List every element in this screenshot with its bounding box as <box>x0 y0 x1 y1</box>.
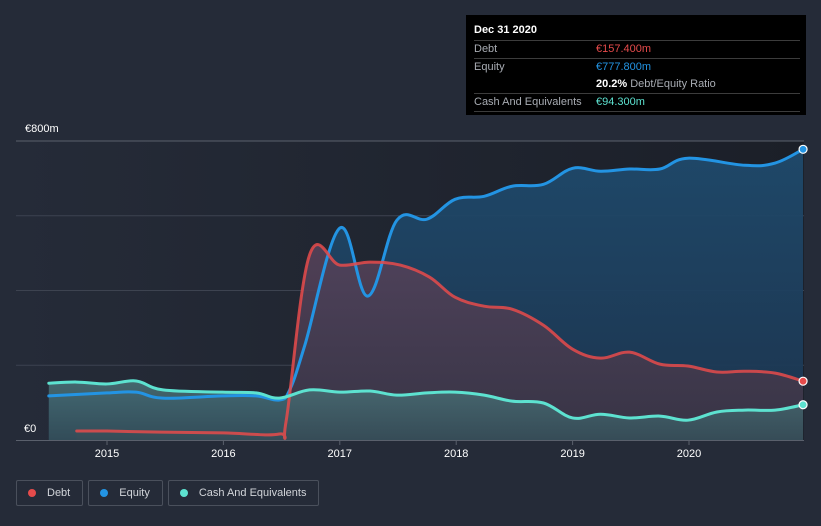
tooltip-cash-value: €94.300m <box>596 96 645 108</box>
debt-endpoint <box>798 376 808 386</box>
y-tick-label-800m: €800m <box>25 123 59 135</box>
tooltip-equity-value: €777.800m <box>596 61 652 73</box>
tooltip-ratio-value: 20.2% <box>596 78 628 90</box>
legend-item-debt[interactable]: Debt <box>16 480 84 506</box>
equity-endpoint <box>798 144 808 154</box>
x-tick-label-2019: 2019 <box>560 448 584 460</box>
tooltip-date: Dec 31 2020 <box>474 22 800 41</box>
tooltip-ratio-label: Debt/Equity Ratio <box>630 78 716 90</box>
legend-item-equity[interactable]: Equity <box>88 480 163 506</box>
legend-label-debt: Debt <box>47 487 71 499</box>
tooltip-row-debt: Debt €157.400m <box>474 41 800 59</box>
tooltip-panel: Dec 31 2020 Debt €157.400m Equity €777.8… <box>466 15 806 115</box>
tooltip-equity-label: Equity <box>474 61 505 73</box>
x-tick-label-2016: 2016 <box>211 448 235 460</box>
legend-item-cash[interactable]: Cash And Equivalents <box>167 480 320 506</box>
debt-area <box>76 244 804 440</box>
tooltip-debt-label: Debt <box>474 43 498 55</box>
chart-legend: Debt Equity Cash And Equivalents <box>16 480 320 506</box>
cash-and-equivalents-line <box>47 379 804 422</box>
debt-dot-icon <box>28 489 36 497</box>
tooltip-ratio-spacer <box>474 76 596 93</box>
tooltip-row-equity: Equity €777.800m <box>474 59 800 76</box>
x-tick-label-2017: 2017 <box>328 448 352 460</box>
tooltip-cash-label: Cash And Equivalents <box>474 96 582 108</box>
x-tick-label-2020: 2020 <box>677 448 701 460</box>
equity-dot-icon <box>100 489 109 497</box>
x-tick-label-2018: 2018 <box>444 448 468 460</box>
tooltip-row-cash: Cash And Equivalents €94.300m <box>474 94 800 112</box>
tooltip-debt-value: €157.400m <box>596 43 652 55</box>
cash-dot-icon <box>179 489 188 497</box>
equity-line <box>47 147 804 402</box>
x-tick-label-2015: 2015 <box>95 448 119 460</box>
tooltip-row-ratio: 20.2% Debt/Equity Ratio <box>474 76 800 94</box>
debt-line <box>75 243 804 440</box>
cash-and-equivalents-endpoint <box>798 400 808 410</box>
legend-label-cash: Cash And Equivalents <box>198 487 307 499</box>
y-tick-label-0: €0 <box>24 423 36 435</box>
legend-label-equity: Equity <box>119 487 150 499</box>
